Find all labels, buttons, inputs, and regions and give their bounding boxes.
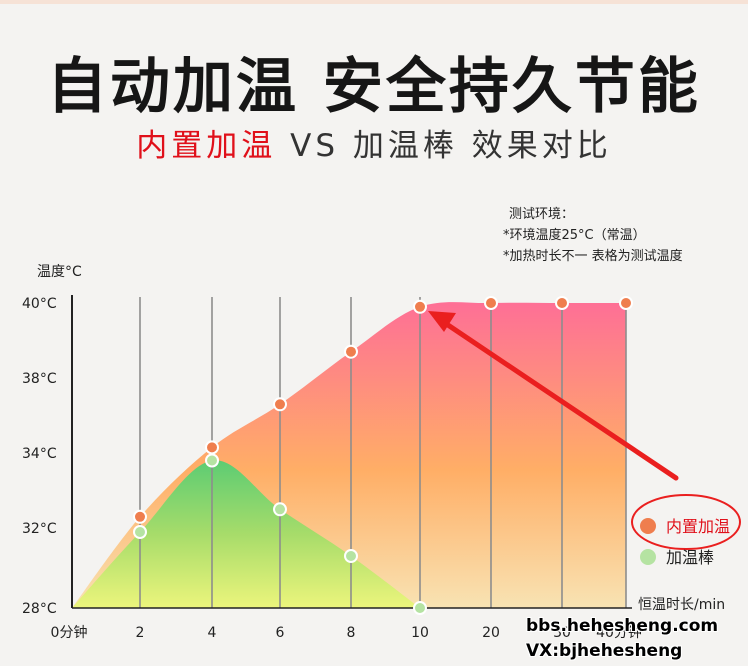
x-tick-label: 0分钟 — [51, 624, 88, 641]
y-axis-title: 温度°C — [37, 264, 82, 280]
data-point-heating-rod — [133, 525, 147, 539]
y-tick-label: 28°C — [22, 601, 57, 617]
watermark-wechat: VX:bjhehesheng — [526, 641, 683, 661]
annotation-arrow-head — [428, 311, 456, 332]
test-environment-notes: 测试环境： *环境温度25°C（常温） *加热时长不一 表格为测试温度 — [503, 204, 683, 267]
data-point-builtin-heater — [484, 296, 498, 310]
legend-marker-builtin-heater — [640, 518, 656, 534]
data-point-heating-rod — [205, 453, 219, 468]
page-title: 自动加温 安全持久节能 — [47, 52, 701, 122]
data-point-heating-rod — [413, 601, 427, 615]
data-point-heating-rod — [344, 549, 358, 563]
y-tick-label: 40°C — [22, 296, 57, 312]
top-accent-strip — [0, 0, 748, 4]
annotation-arrow-shaft — [439, 318, 679, 481]
y-tick-label: 38°C — [22, 371, 57, 387]
x-axis-title: 恒温时长/min — [638, 597, 725, 613]
subtitle-highlight: 内置加温 — [136, 128, 277, 164]
x-tick-label: 8 — [347, 625, 356, 641]
data-point-builtin-heater — [413, 299, 427, 314]
legend-label-heating-rod: 加温棒 — [666, 548, 714, 567]
x-tick-label: 2 — [136, 625, 145, 641]
x-tick-label: 4 — [208, 625, 217, 641]
x-tick-label: 6 — [276, 625, 285, 641]
legend-marker-heating-rod — [640, 549, 656, 565]
x-tick-label: 40分钟 — [596, 624, 642, 641]
x-tick-label: 10 — [411, 625, 429, 641]
data-point-builtin-heater — [619, 296, 633, 310]
data-point-builtin-heater — [273, 397, 287, 412]
legend-highlight-ellipse — [631, 494, 741, 550]
page-subtitle: 内置加温 VS 加温棒 效果对比 — [0, 120, 748, 165]
x-tick-label: 30 — [553, 625, 571, 641]
data-point-builtin-heater — [205, 440, 219, 455]
watermark-url: bbs.hehesheng.com — [526, 616, 719, 636]
legend-label-builtin-heater: 内置加温 — [666, 517, 730, 536]
y-tick-label: 34°C — [22, 446, 57, 462]
y-tick-label: 32°C — [22, 521, 57, 537]
data-point-builtin-heater — [133, 509, 147, 524]
x-tick-label: 20 — [482, 625, 500, 641]
notes-line: *环境温度25°C（常温） — [503, 228, 646, 243]
subtitle-rest: VS 加温棒 效果对比 — [276, 128, 612, 164]
notes-heading: 测试环境： — [509, 207, 575, 222]
data-point-builtin-heater — [344, 344, 358, 359]
series-area-heating-rod — [72, 460, 420, 608]
data-point-builtin-heater — [555, 296, 569, 310]
notes-line: *加热时长不一 表格为测试温度 — [503, 249, 683, 264]
data-point-heating-rod — [273, 502, 287, 517]
